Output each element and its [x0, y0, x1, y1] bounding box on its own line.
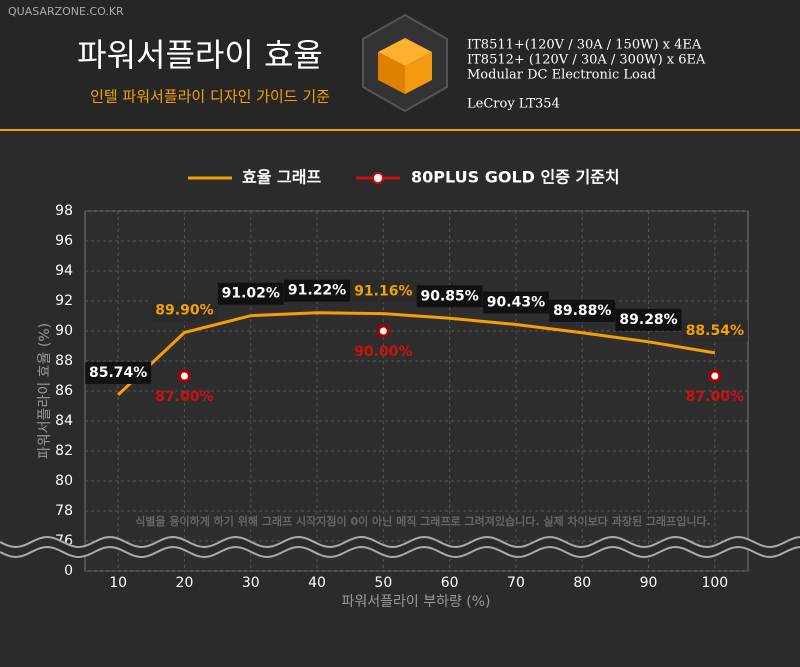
legend-label: 효율 그래프: [242, 168, 321, 187]
label-bg: [151, 299, 218, 322]
label-bg: [681, 319, 748, 342]
axis-break: [0, 535, 800, 549]
y-tick-label: 88: [55, 353, 73, 369]
x-tick-label: 50: [374, 575, 392, 591]
x-tick-label: 30: [242, 575, 260, 591]
data-label: 91.02%: [222, 286, 280, 302]
y-tick-label: 0: [64, 563, 73, 579]
y-axis-label: 파워서플라이 효율 (%): [37, 323, 53, 459]
data-label: 89.90%: [155, 303, 213, 319]
gold-point: [177, 369, 191, 383]
subtitle: 인텔 파워서플라이 디자인 가이드 기준: [90, 88, 330, 106]
label-bg: [549, 299, 616, 322]
y-tick-label: 78: [55, 503, 73, 519]
efficiency-line: [117, 311, 716, 396]
label-bg: [85, 361, 152, 384]
data-label: 91.22%: [288, 283, 346, 299]
label-bg: [416, 285, 483, 308]
y-tick-label: 92: [55, 293, 73, 309]
label-bg: [482, 291, 549, 314]
x-axis-label: 파워서플라이 부하량 (%): [341, 594, 490, 610]
x-tick-label: 90: [640, 575, 658, 591]
legend-swatch: [372, 172, 384, 184]
y-tick-label: 94: [55, 263, 73, 279]
label-bg: [615, 308, 682, 331]
x-tick-label: 80: [573, 575, 591, 591]
x-tick-label: 10: [109, 575, 127, 591]
y-tick-label: 86: [55, 383, 73, 399]
title: 파워서플라이 효율: [77, 36, 323, 74]
data-label: 90.43%: [487, 295, 545, 311]
spec: LeCroy LT354: [467, 97, 560, 112]
label-bg: [350, 280, 417, 303]
x-tick-label: 100: [701, 575, 728, 591]
y-tick-label: 98: [55, 203, 73, 219]
annotation: 식별을 용이하게 하기 위해 그래프 시작지점이 0이 아닌 메직 그래프로 그…: [135, 514, 711, 528]
site: QUASARZONE.CO.KR: [8, 5, 124, 18]
spec: Modular DC Electronic Load: [467, 68, 656, 83]
x-tick-label: 40: [308, 575, 326, 591]
y-tick-label: 80: [55, 473, 73, 489]
y-tick-label: 90: [55, 323, 73, 339]
label-bg: [217, 282, 284, 305]
data-label: 91.16%: [354, 284, 412, 300]
y-tick-label: 82: [55, 443, 73, 459]
axis-break: [0, 545, 800, 559]
y-tick-label: 84: [55, 413, 73, 429]
label-bg: [284, 279, 351, 302]
y-tick-label: 96: [55, 233, 73, 249]
gold-point: [708, 369, 722, 383]
legend-label: 80PLUS GOLD 인증 기준치: [411, 168, 620, 187]
x-tick-label: 70: [507, 575, 525, 591]
axis-break-fill: [0, 537, 800, 557]
data-label: 87.00%: [155, 389, 213, 405]
gold-point: [376, 324, 390, 338]
x-tick-label: 60: [441, 575, 459, 591]
data-label: 87.00%: [686, 389, 744, 405]
data-label: 85.74%: [89, 365, 147, 381]
data-label: 89.88%: [553, 303, 611, 319]
data-label: 89.28%: [619, 312, 677, 328]
spec: IT8511+(120V / 30A / 150W) x 4EA: [467, 38, 702, 53]
spec: IT8512+ (120V / 30A / 300W) x 6EA: [467, 53, 706, 68]
logo: [362, 13, 448, 113]
data-label: 90.85%: [420, 288, 478, 304]
data-label: 90.00%: [354, 344, 412, 360]
x-tick-label: 20: [176, 575, 194, 591]
data-label: 88.54%: [686, 323, 744, 339]
